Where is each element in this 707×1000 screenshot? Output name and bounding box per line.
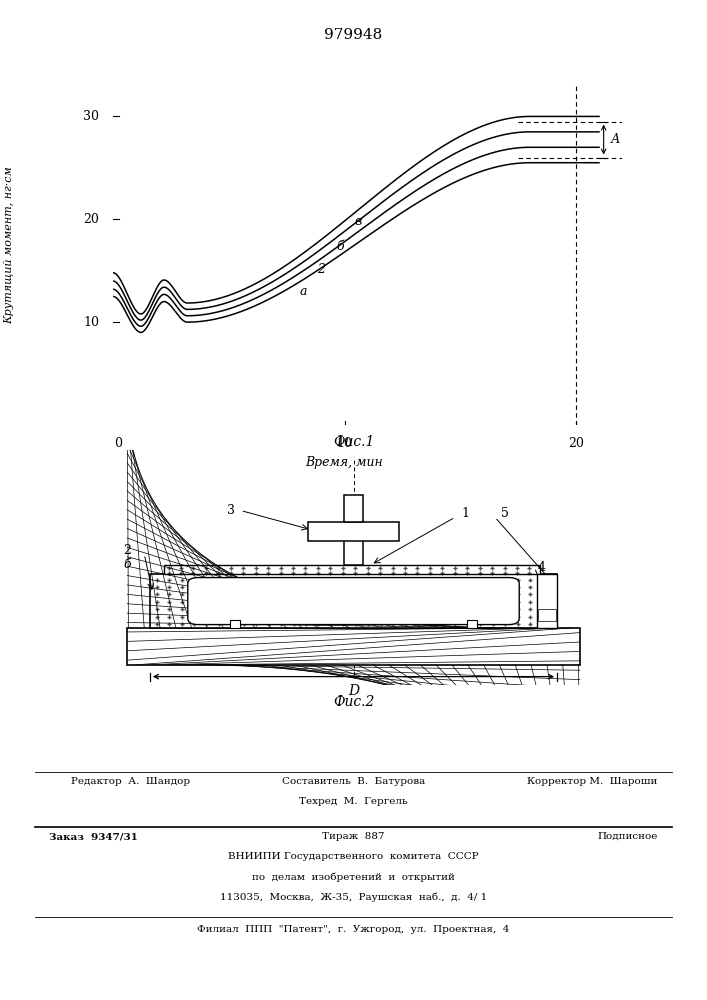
Bar	[230, 620, 240, 628]
Text: 0: 0	[114, 437, 122, 450]
Bar	[308, 522, 399, 541]
Text: б: б	[336, 240, 344, 253]
Text: Фис.1: Фис.1	[333, 435, 374, 449]
Bar	[539, 609, 556, 621]
Text: 5: 5	[501, 507, 508, 520]
Bar	[164, 565, 540, 574]
Bar	[467, 620, 477, 628]
Text: 2: 2	[123, 544, 132, 557]
Text: Филиал  ППП  "Патент",  г.  Ужгород,  ул.  Проектная,  4: Филиал ППП "Патент", г. Ужгород, ул. Про…	[197, 925, 510, 934]
Bar	[150, 574, 557, 628]
Text: Подписное: Подписное	[597, 832, 658, 841]
Text: А: А	[611, 133, 620, 146]
FancyBboxPatch shape	[188, 578, 519, 625]
Text: Фис.2: Фис.2	[333, 695, 374, 709]
Bar	[344, 495, 363, 522]
Text: а: а	[299, 285, 307, 298]
Text: Редактор  А.  Шандор: Редактор А. Шандор	[71, 777, 189, 786]
Text: 113035,  Москва,  Ж-35,  Раушская  наб.,  д.  4/ 1: 113035, Москва, Ж-35, Раушская наб., д. …	[220, 892, 487, 902]
Text: Тираж  887: Тираж 887	[322, 832, 385, 841]
Text: 4: 4	[537, 561, 545, 574]
Text: 20: 20	[83, 213, 99, 226]
Text: 1: 1	[461, 507, 469, 520]
Text: в: в	[355, 215, 362, 228]
Text: Техред  М.  Гергель: Техред М. Гергель	[299, 797, 408, 806]
Text: D: D	[348, 684, 359, 698]
Bar	[344, 521, 363, 565]
Text: 10: 10	[83, 316, 99, 329]
Bar	[537, 574, 557, 628]
Text: 20: 20	[568, 437, 584, 450]
Bar	[127, 628, 580, 665]
Text: Составитель  В.  Батурова: Составитель В. Батурова	[282, 777, 425, 786]
Text: Время, мин: Время, мин	[305, 456, 383, 469]
Text: 979948: 979948	[325, 28, 382, 42]
Text: Крутящий момент, нг·см: Крутящий момент, нг·см	[4, 166, 14, 324]
Text: по  делам  изобретений  и  открытий: по делам изобретений и открытий	[252, 872, 455, 882]
Text: 3: 3	[227, 504, 235, 517]
Text: 2: 2	[317, 263, 325, 276]
Text: Корректор М.  Шароши: Корректор М. Шароши	[527, 777, 658, 786]
Text: Заказ  9347/31: Заказ 9347/31	[49, 832, 139, 841]
Text: 30: 30	[83, 110, 99, 123]
Text: 10: 10	[337, 437, 353, 450]
Text: ВНИИПИ Государственного  комитета  СССР: ВНИИПИ Государственного комитета СССР	[228, 852, 479, 861]
Text: б: б	[124, 558, 131, 571]
